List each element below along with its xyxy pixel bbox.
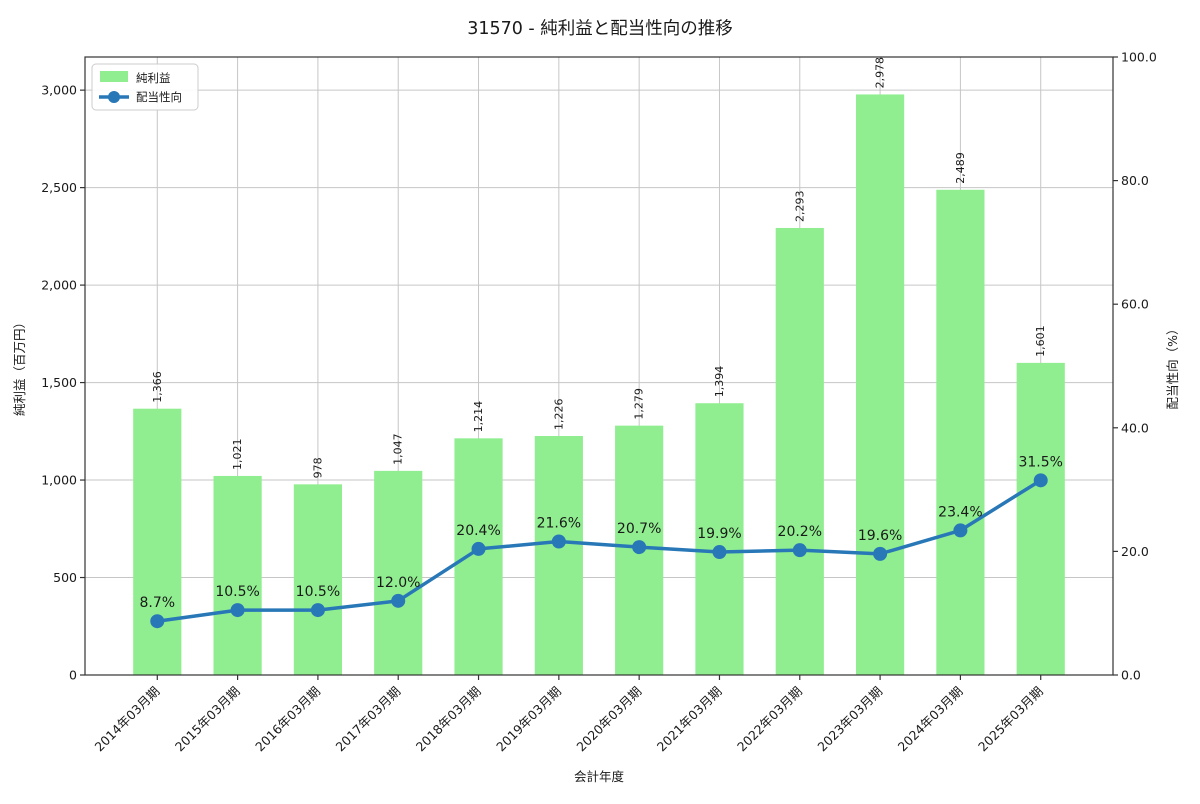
- percent-label: 23.4%: [938, 504, 982, 520]
- percent-label: 20.7%: [617, 521, 661, 537]
- bar-value-label: 1,021: [231, 438, 244, 470]
- payout-ratio-marker: [230, 603, 245, 618]
- y-tick-label-left: 2,000: [41, 278, 77, 293]
- net-income-bar: [775, 227, 824, 675]
- legend-swatch-net-income: [100, 71, 128, 82]
- x-tick-label: 2021年03月期: [654, 684, 725, 755]
- x-tick-label: 2016年03月期: [252, 684, 323, 755]
- bar-value-label: 1,047: [392, 433, 405, 465]
- y-axis-title-left: 純利益（百万円）: [12, 316, 27, 416]
- x-tick-label: 2023年03月期: [814, 684, 885, 755]
- net-income-bar: [936, 189, 985, 676]
- bar-value-label: 1,226: [552, 398, 565, 430]
- x-axis-title: 会計年度: [574, 769, 625, 784]
- payout-ratio-line: [155, 478, 1043, 623]
- y-tick-label-right: 0.0: [1121, 668, 1141, 683]
- payout-ratio-marker: [391, 593, 406, 608]
- payout-ratio-marker: [632, 540, 647, 555]
- y-tick-label-left: 1,500: [41, 375, 77, 390]
- y-tick-label-right: 100.0: [1121, 50, 1157, 65]
- x-tick-label: 2018年03月期: [413, 684, 484, 755]
- percent-label: 12.0%: [376, 575, 420, 591]
- legend-marker-payout-ratio: [108, 91, 120, 103]
- bar-value-label: 1,394: [713, 366, 726, 398]
- percent-label: 19.9%: [697, 526, 741, 542]
- legend-label-net-income: 純利益: [136, 71, 171, 85]
- x-tick-label: 2025年03月期: [975, 684, 1046, 755]
- bar-value-label: 2,293: [793, 190, 806, 222]
- y-tick-label-right: 60.0: [1121, 297, 1149, 312]
- bar-value-label: 1,214: [472, 401, 485, 433]
- net-income-bar: [133, 408, 182, 675]
- payout-ratio-marker: [150, 614, 165, 629]
- payout-ratio-marker: [873, 546, 888, 561]
- y-tick-label-right: 80.0: [1121, 173, 1149, 188]
- net-income-bar: [213, 475, 262, 675]
- chart-title: 31570 - 純利益と配当性向の推移: [467, 19, 733, 39]
- y-tick-label-left: 500: [53, 570, 77, 585]
- x-tick-label: 2024年03月期: [895, 684, 966, 755]
- net-income-bar: [1016, 362, 1065, 675]
- net-income-bar: [454, 438, 503, 675]
- percent-label: 20.4%: [456, 523, 500, 539]
- x-tick-label: 2022年03月期: [734, 684, 805, 755]
- net-income-bar: [374, 470, 423, 675]
- plot-frame: [84, 56, 1114, 676]
- legend-label-payout-ratio: 配当性向: [136, 90, 182, 104]
- percent-label: 10.5%: [215, 584, 259, 600]
- x-tick-label: 2020年03月期: [573, 684, 644, 755]
- x-tick-label: 2019年03月期: [493, 684, 564, 755]
- net-income-bar: [695, 403, 744, 675]
- payout-ratio-marker: [310, 603, 325, 618]
- x-tick-label: 2017年03月期: [332, 684, 403, 755]
- net-income-bar: [856, 94, 905, 676]
- y-axis-title-right: 配当性向（%）: [1165, 323, 1180, 410]
- net-income-bar: [534, 435, 583, 675]
- bar-value-label: 2,978: [874, 57, 887, 89]
- x-tick-label: 2015年03月期: [172, 684, 243, 755]
- y-tick-label-right: 20.0: [1121, 544, 1149, 559]
- payout-ratio-marker: [953, 523, 968, 538]
- x-tick-label: 2014年03月期: [92, 684, 163, 755]
- payout-ratio-marker: [712, 545, 727, 560]
- percent-label: 19.6%: [858, 528, 902, 544]
- payout-ratio-marker: [471, 541, 486, 556]
- net-income-bar: [293, 484, 342, 675]
- bar-value-label: 1,279: [633, 388, 646, 420]
- percent-label: 20.2%: [778, 524, 822, 540]
- payout-ratio-marker: [1033, 473, 1048, 488]
- bar-value-label: 978: [311, 457, 324, 478]
- y-tick-label-left: 3,000: [41, 83, 77, 98]
- percent-label: 10.5%: [296, 584, 340, 600]
- bar-value-label: 1,601: [1034, 325, 1047, 357]
- percent-label: 21.6%: [537, 516, 581, 532]
- percent-label: 31.5%: [1018, 454, 1062, 470]
- y-tick-label-right: 40.0: [1121, 420, 1149, 435]
- y-tick-label-left: 0: [69, 668, 77, 683]
- y-tick-label-left: 2,500: [41, 180, 77, 195]
- y-tick-label-left: 1,000: [41, 473, 77, 488]
- payout-ratio-marker: [792, 543, 807, 558]
- bar-value-label: 2,489: [954, 152, 967, 184]
- plot-area: 0 500 1,000 1,500 2,000 2,500 3,000 0.0 20.0 40.0…: [41, 50, 1157, 755]
- payout-ratio-marker: [551, 534, 566, 549]
- percent-label: 8.7%: [139, 595, 175, 611]
- bar-value-label: 1,366: [151, 371, 164, 403]
